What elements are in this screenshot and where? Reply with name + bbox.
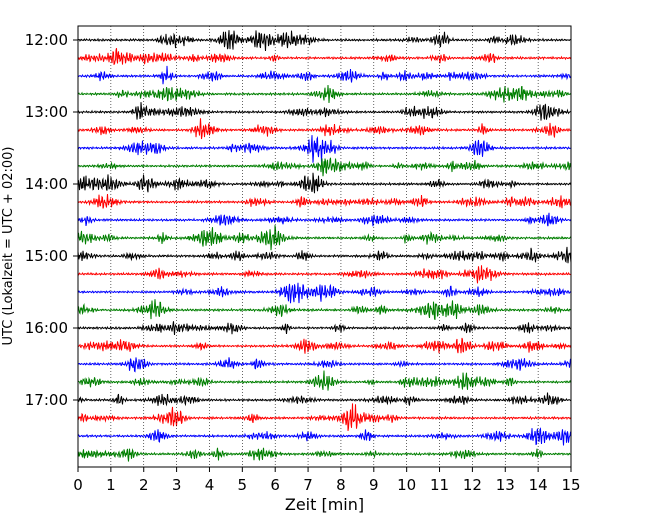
- y-axis: 12:00 13:00 14:00 15:00 16:00 17:00: [25, 31, 78, 409]
- x-tick-label: 0: [73, 476, 83, 494]
- trace-group: [77, 30, 572, 462]
- y-tick-label: 17:00: [25, 391, 68, 409]
- trace-1745: [77, 447, 572, 462]
- x-tick-label: 10: [397, 476, 416, 494]
- x-tick-label: 2: [139, 476, 149, 494]
- plot-frame: [77, 25, 572, 468]
- x-tick-label: 9: [369, 476, 379, 494]
- trace-1200: [77, 30, 572, 52]
- trace-1415: [77, 194, 572, 209]
- x-axis-label: Zeit [min]: [285, 495, 364, 514]
- trace-1645: [77, 370, 572, 391]
- trace-1630: [77, 357, 572, 373]
- y-tick-label: 15:00: [25, 247, 68, 265]
- x-tick-label: 12: [463, 476, 482, 494]
- x-tick-label: 5: [238, 476, 248, 494]
- x-tick-label: 8: [336, 476, 346, 494]
- x-tick-label: 4: [205, 476, 215, 494]
- x-tick-label: 14: [529, 476, 548, 494]
- x-tick-label: 13: [496, 476, 515, 494]
- trace-1730: [77, 427, 572, 446]
- x-axis: 0 1 2 3 4 5 6 7 8 9 10 11 12 13 14 15: [73, 467, 581, 494]
- trace-1245: [77, 85, 572, 104]
- x-tick-label: 1: [106, 476, 116, 494]
- trace-1345: [77, 157, 572, 177]
- y-tick-label: 14:00: [25, 175, 68, 193]
- x-tick-label: 11: [430, 476, 449, 494]
- trace-1400: [77, 172, 572, 194]
- trace-1315: [77, 118, 572, 140]
- x-tick-label: 6: [270, 476, 280, 494]
- trace-1615: [77, 337, 572, 354]
- trace-1215: [77, 47, 572, 65]
- trace-1300: [77, 102, 572, 121]
- trace-1230: [77, 65, 572, 85]
- trace-1700: [77, 392, 572, 407]
- trace-1500: [77, 246, 572, 264]
- trace-1445: [77, 225, 572, 251]
- x-tick-label: 15: [561, 476, 580, 494]
- y-axis-label: UTC (Lokalzeit = UTC + 02:00): [1, 147, 16, 346]
- y-tick-label: 12:00: [25, 31, 68, 49]
- trace-1545: [77, 299, 572, 320]
- trace-1430: [77, 212, 572, 227]
- trace-1330: [77, 135, 572, 164]
- x-tick-label: 7: [303, 476, 313, 494]
- trace-1600: [77, 321, 572, 335]
- trace-1530: [77, 282, 572, 304]
- y-tick-label: 16:00: [25, 319, 68, 337]
- trace-1715: [77, 403, 572, 432]
- x-tick-label: 3: [172, 476, 182, 494]
- trace-1515: [77, 265, 572, 284]
- y-tick-label: 13:00: [25, 103, 68, 121]
